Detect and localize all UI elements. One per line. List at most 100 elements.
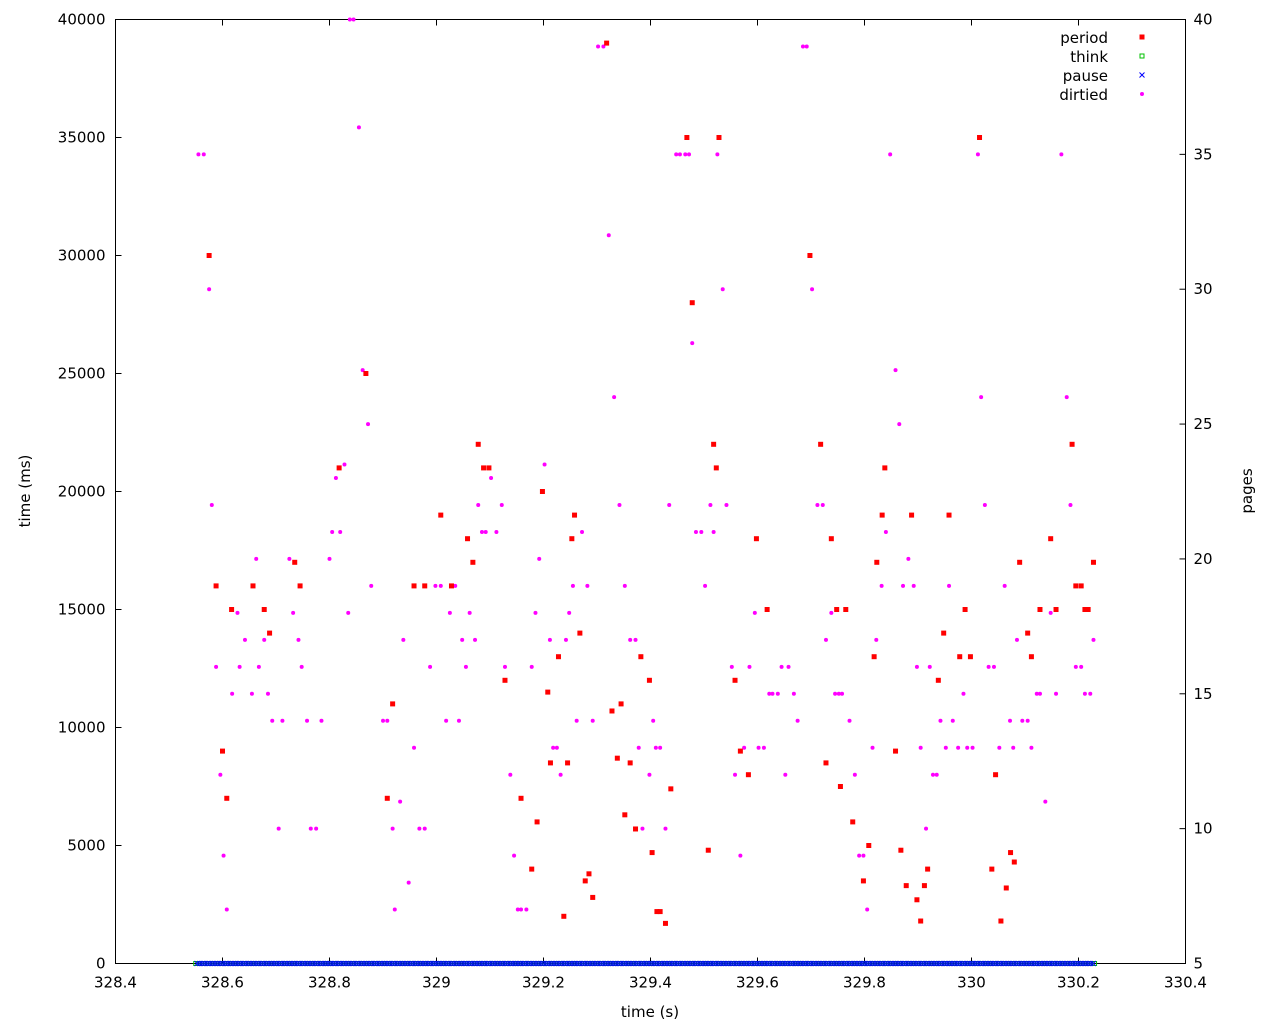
dirtied-point — [982, 502, 987, 507]
think-point — [457, 961, 463, 966]
think-point — [491, 961, 497, 966]
think-point — [424, 961, 430, 966]
think-point — [347, 961, 353, 966]
think-point — [321, 961, 327, 966]
period-point — [909, 512, 915, 518]
period-point — [638, 654, 644, 660]
think-point — [1050, 961, 1056, 966]
think-point — [242, 961, 248, 966]
pause-point — [759, 960, 765, 967]
pause-point — [510, 960, 516, 967]
think-point — [529, 961, 535, 966]
pause-point — [908, 960, 914, 967]
think-point — [955, 961, 961, 966]
dirtied-point — [314, 826, 319, 831]
pause-point — [268, 960, 275, 967]
pause-point — [1000, 960, 1007, 967]
think-point — [850, 961, 856, 966]
pause-point — [497, 960, 503, 967]
think-point — [981, 961, 987, 966]
think-point — [365, 961, 371, 966]
think-point — [873, 961, 879, 966]
think-point — [817, 961, 823, 966]
pause-point — [1008, 960, 1014, 967]
think-point — [581, 961, 587, 966]
think-point — [326, 961, 332, 966]
pause-point — [584, 960, 591, 967]
think-point — [973, 961, 979, 966]
legend-marker-pause — [1139, 72, 1145, 78]
pause-point — [258, 960, 265, 967]
think-point — [1009, 961, 1015, 966]
pause-point — [810, 960, 817, 967]
pause-point — [312, 960, 319, 967]
pause-point — [648, 960, 655, 967]
pause-point — [946, 960, 953, 967]
think-point — [426, 961, 432, 966]
period-point — [1037, 607, 1043, 612]
pause-point — [918, 960, 925, 967]
dirtied-point — [865, 907, 870, 912]
dirtied-point — [308, 826, 313, 831]
think-point — [367, 961, 373, 966]
think-point — [203, 961, 209, 966]
period-point — [1028, 654, 1034, 660]
pause-point — [715, 960, 722, 967]
think-point — [290, 961, 296, 966]
think-point — [691, 961, 697, 966]
pause-point — [1077, 960, 1084, 967]
period-point — [1048, 536, 1054, 542]
think-point — [886, 961, 892, 966]
period-point — [224, 795, 230, 801]
think-point — [694, 961, 700, 966]
think-point — [1086, 961, 1092, 966]
pause-point — [1075, 960, 1081, 967]
pause-point — [466, 960, 473, 967]
pause-point — [730, 960, 737, 967]
think-point — [832, 961, 838, 966]
legend-label-pause: pause — [1063, 67, 1108, 85]
pause-point — [620, 960, 627, 967]
think-point — [763, 961, 769, 966]
dirtied-point — [775, 691, 780, 696]
think-point — [732, 961, 738, 966]
think-point — [388, 961, 394, 966]
period-point — [555, 654, 561, 660]
period-point — [1069, 441, 1075, 447]
think-point — [334, 961, 340, 966]
think-point — [606, 961, 612, 966]
think-point — [539, 961, 545, 966]
dirtied-point — [224, 907, 229, 912]
pause-point — [361, 960, 367, 967]
dirtied-point — [342, 462, 347, 467]
dirtied-point — [502, 664, 507, 669]
period-point — [1090, 559, 1096, 565]
think-point — [830, 961, 836, 966]
pause-point — [890, 960, 896, 967]
think-point — [727, 961, 733, 966]
dirtied-point — [444, 718, 449, 723]
dirtied-point — [417, 826, 422, 831]
pause-point — [676, 960, 683, 967]
pause-point — [777, 960, 783, 967]
period-point — [1082, 607, 1088, 612]
pause-point — [733, 960, 740, 967]
think-point — [940, 961, 946, 966]
y-tick-label: 35000 — [58, 129, 106, 147]
dirtied-point — [473, 637, 478, 642]
dirtied-point — [840, 691, 845, 696]
pause-point — [877, 960, 883, 967]
think-point — [434, 961, 440, 966]
think-point — [380, 961, 386, 966]
pause-point — [273, 960, 280, 967]
pause-point — [1036, 960, 1043, 967]
dirtied-point — [558, 772, 563, 777]
dirtied-point — [1079, 664, 1084, 669]
pause-point — [384, 960, 390, 967]
dirtied-point — [924, 826, 929, 831]
dirtied-point — [956, 745, 961, 750]
think-point — [979, 961, 985, 966]
think-point — [550, 961, 556, 966]
pause-point — [607, 960, 614, 967]
dirtied-point — [724, 502, 729, 507]
